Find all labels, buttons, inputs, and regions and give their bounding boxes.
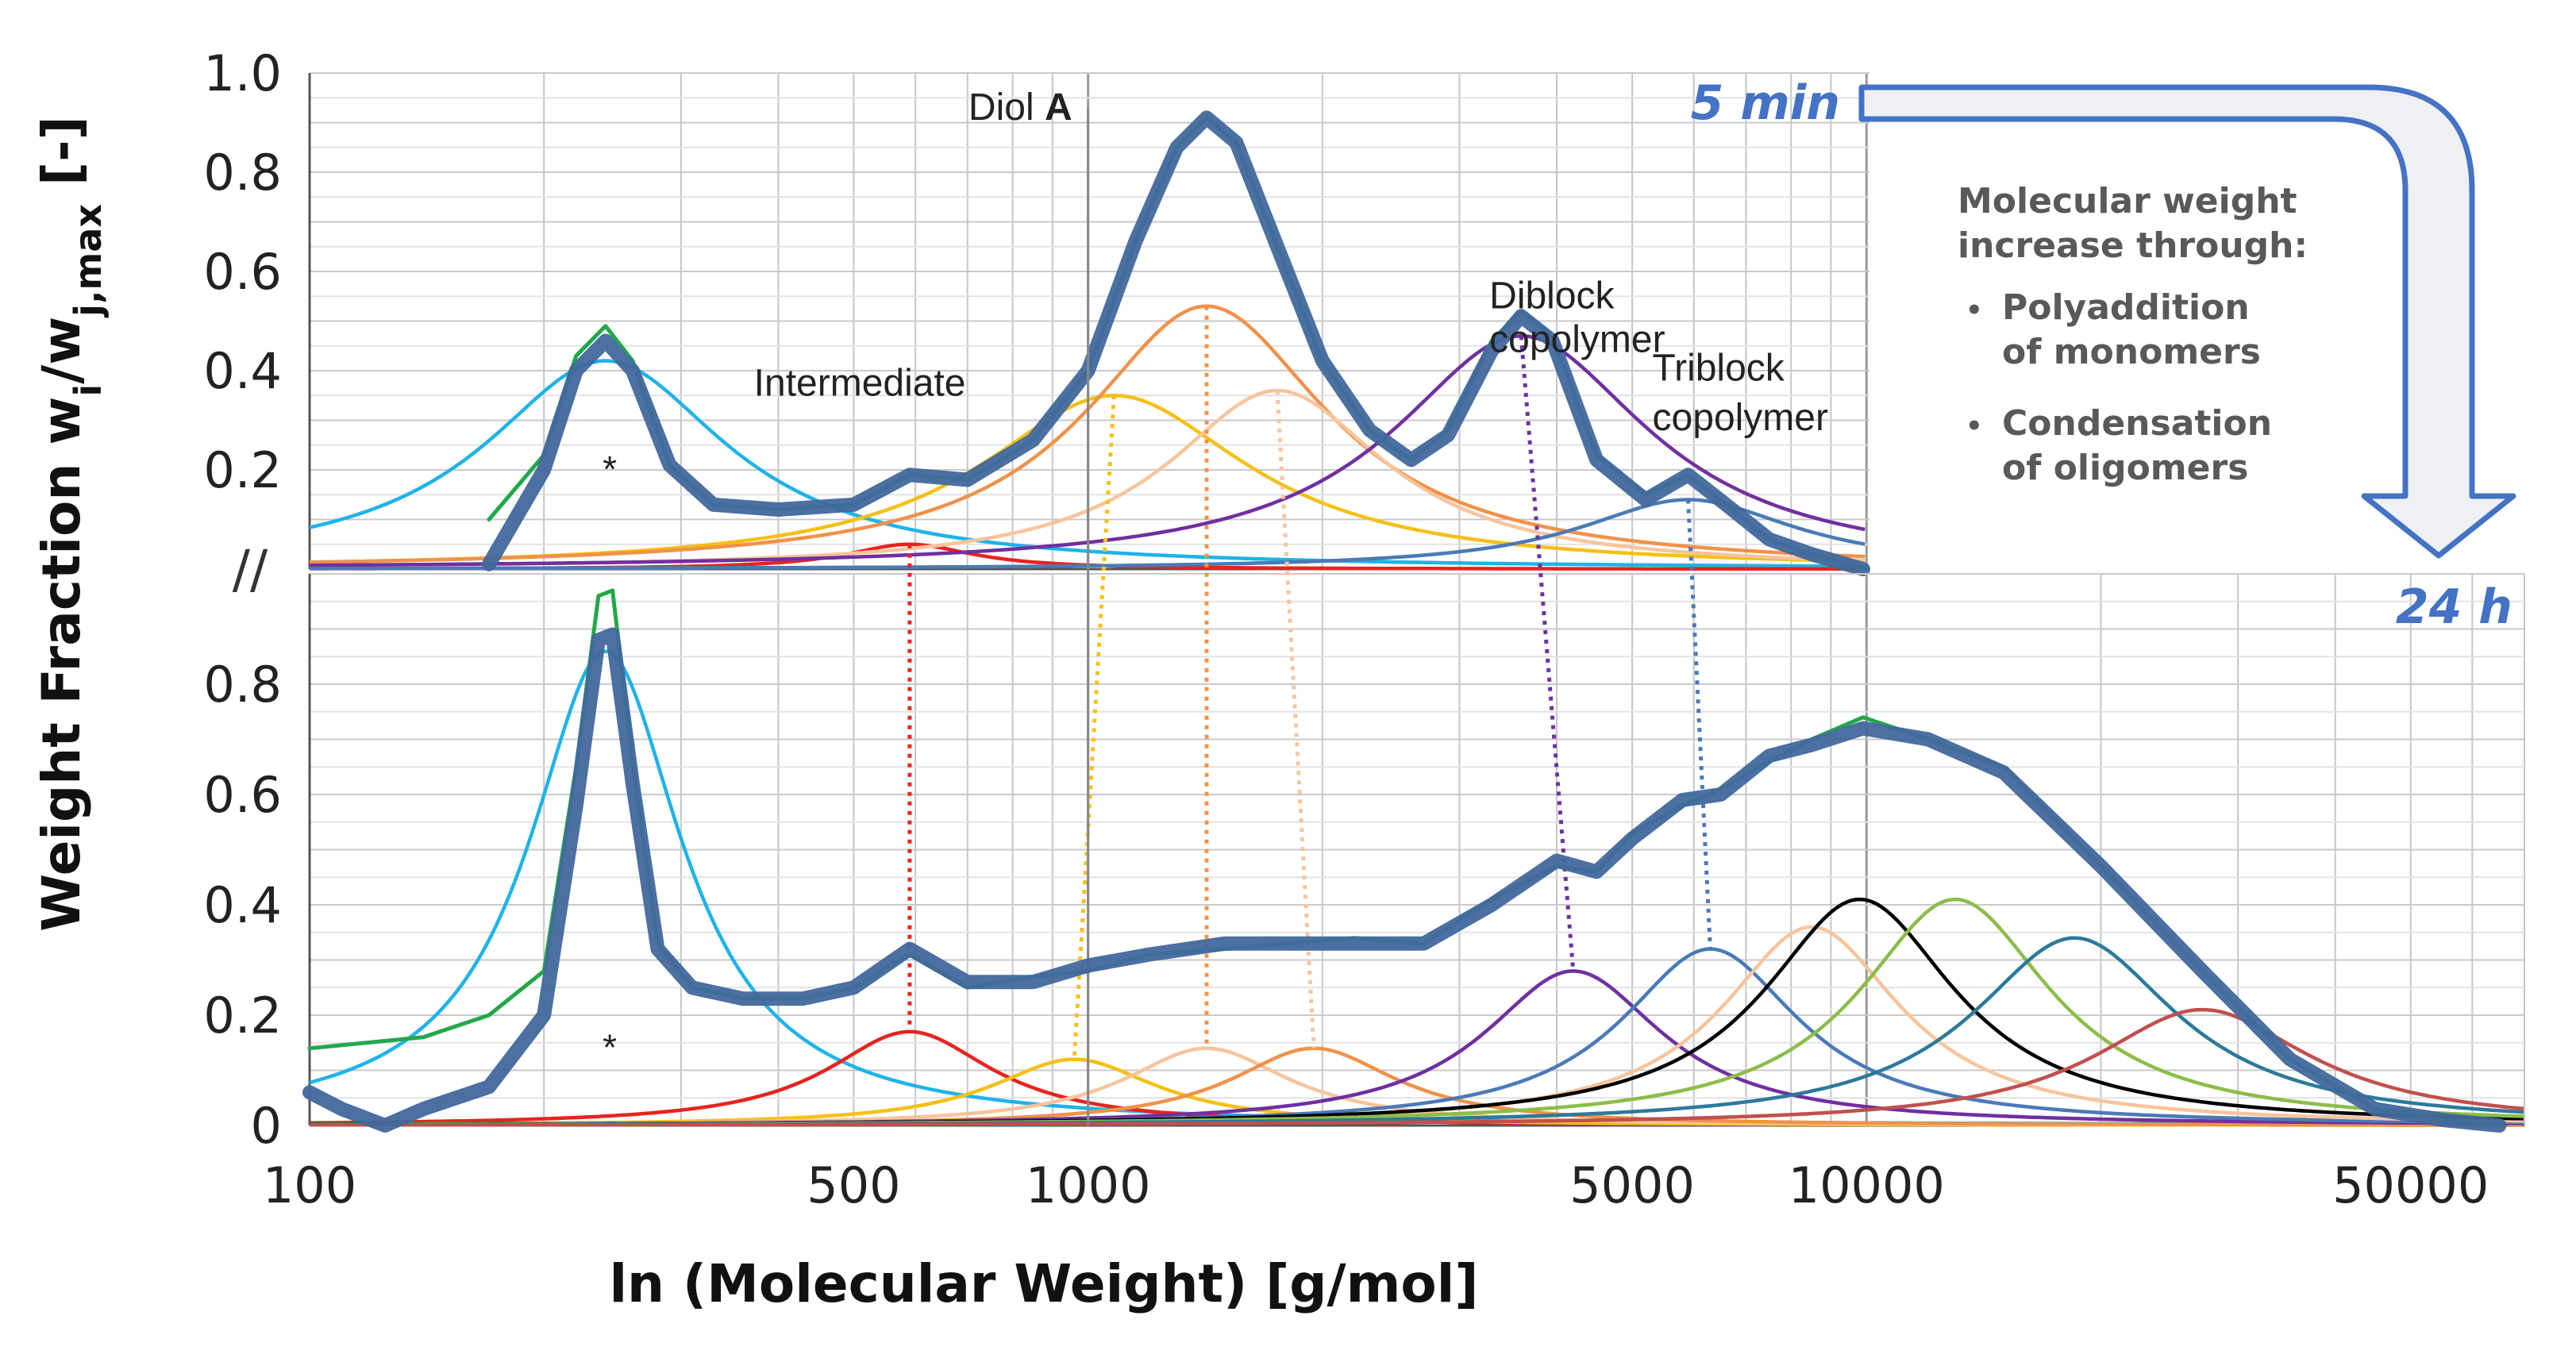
x-tick-label: 100: [263, 1156, 356, 1214]
bottom-series: [302, 588, 2507, 1133]
bottom-y-tick-label: 0.8: [203, 656, 282, 714]
fit-component-oligomer-5: [310, 1007, 2524, 1127]
side-note: Molecular weight increase through: • Pol…: [1958, 181, 2308, 488]
time-start-label: 5 min: [1691, 75, 1840, 131]
annotation-line1: Triblock: [1653, 348, 1785, 390]
bullet-2-line2: of oligomers: [2002, 448, 2248, 488]
bottom-y-tick-label: 0: [251, 1097, 282, 1155]
peak-connector-lines: [907, 107, 1712, 1125]
annotation-intermediate: Intermediate: [754, 362, 966, 404]
annotation-line2: copolymer: [1489, 318, 1665, 360]
series-measured: [482, 110, 1870, 576]
annotation-diol-a-text: Diol: [968, 87, 1045, 129]
bullet-1-line1: Polyaddition: [2002, 287, 2250, 328]
annotation-asterisk: *: [603, 1027, 617, 1068]
connector-line: [1519, 336, 1576, 971]
time-arrow: 5 min 24 h: [1691, 75, 2516, 635]
bullet-2-line1: Condensation: [2002, 403, 2272, 444]
top-series: [482, 110, 1870, 576]
top-panel: 1.0 0.8 0.6 0.4 0.2 Intermediate Diol A Dibloc…: [203, 44, 1870, 600]
y-axis-label: Weight Fraction wi/wj,max [-]: [31, 116, 110, 932]
bullet-1-glyph: •: [1966, 294, 1983, 326]
top-y-tick-label: 0.2: [203, 441, 282, 499]
bullet-2-glyph: •: [1966, 410, 1983, 442]
bottom-y-tick-labels: 0.8 0.6 0.4 0.2 0: [203, 656, 282, 1155]
bottom-annotations: *: [603, 1027, 617, 1068]
time-end-label: 24 h: [2396, 579, 2512, 635]
annotation-line2: copolymer: [1653, 397, 1828, 439]
series-measured: [302, 627, 2507, 1133]
curved-arrow-shape: [1858, 84, 2516, 559]
x-axis-label: ln (Molecular Weight) [g/mol]: [609, 1253, 1478, 1314]
top-y-tick-label: 0.4: [203, 342, 282, 400]
side-heading-line2: increase through:: [1958, 225, 2308, 266]
bottom-panel: 0.8 0.6 0.4 0.2 0 100 500 1000 5000 10000 50000 *: [203, 107, 2525, 1214]
top-y-tick-labels: 1.0 0.8 0.6 0.4 0.2: [203, 44, 282, 499]
side-heading-line1: Molecular weight: [1958, 181, 2297, 221]
top-y-tick-label: 0.8: [203, 144, 282, 202]
annotation-line1: Diblock: [1489, 275, 1615, 317]
bottom-fit-components: [309, 649, 2524, 1127]
axis-break-mark: //: [233, 539, 268, 600]
y-label-sub-i: i: [67, 384, 110, 397]
x-tick-label: 5000: [1569, 1156, 1695, 1214]
annotation-diol-a-bold: A: [1045, 87, 1072, 129]
x-tick-labels: 100 500 1000 5000 10000 50000: [263, 1156, 2489, 1214]
bullet-1-line2: of monomers: [2002, 332, 2261, 372]
connector-line: [1072, 395, 1116, 1060]
x-tick-label: 500: [807, 1156, 900, 1214]
x-tick-label: 50000: [2332, 1156, 2489, 1214]
bottom-y-tick-label: 0.4: [203, 876, 282, 934]
annotation-diol-a: Diol A: [968, 87, 1072, 129]
annotation-asterisk: *: [603, 448, 617, 490]
top-y-tick-label: 1.0: [203, 44, 282, 102]
y-label-sub-jmax: j,max: [67, 204, 110, 318]
bottom-y-tick-label: 0.2: [203, 987, 282, 1045]
bottom-y-tick-label: 0.6: [203, 766, 282, 824]
connector-line: [1686, 499, 1712, 949]
x-tick-label: 10000: [1789, 1156, 1945, 1214]
top-y-tick-label: 0.6: [203, 243, 282, 301]
x-tick-label: 1000: [1026, 1156, 1151, 1214]
